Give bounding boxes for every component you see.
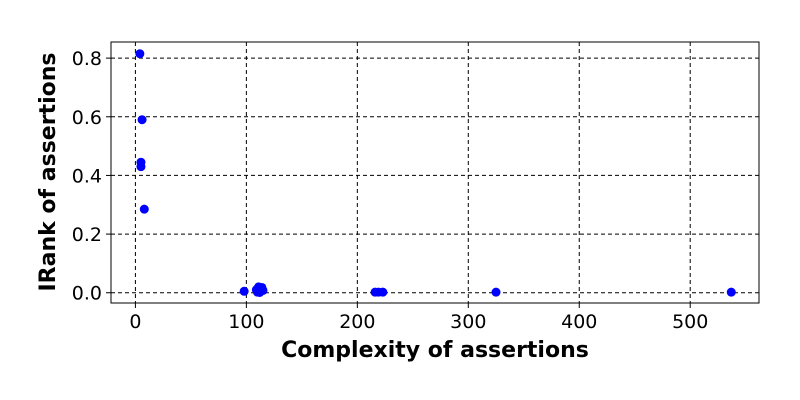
- x-tick-label: 200: [339, 311, 375, 333]
- x-tick-label: 0: [129, 311, 141, 333]
- ticks-layer: 0 100 200 300 400 500 0.0 0.2 0.4 0.6 0.8: [72, 48, 709, 333]
- y-tick-label: 0.2: [72, 224, 102, 246]
- y-tick-label: 0.6: [72, 107, 102, 129]
- plot-frame: [110, 41, 760, 304]
- scatter-point: [136, 162, 146, 172]
- scatter-point: [239, 286, 249, 296]
- points-layer: [135, 49, 736, 297]
- y-axis-title: IRank of assertions: [36, 52, 61, 291]
- scatter-point: [378, 287, 388, 297]
- y-tick-label: 0.4: [72, 165, 102, 187]
- y-tick-label: 0.0: [72, 283, 102, 305]
- scatter-point: [255, 287, 265, 297]
- scatter-point: [139, 204, 149, 214]
- x-tick-label: 100: [228, 311, 264, 333]
- scatter-point: [137, 115, 147, 125]
- x-tick-label: 300: [450, 311, 486, 333]
- scatter-point: [135, 49, 145, 59]
- x-axis-title: Complexity of assertions: [281, 338, 589, 363]
- grid-layer: [111, 42, 759, 303]
- x-tick-label: 500: [672, 311, 708, 333]
- scatter-point: [726, 287, 736, 297]
- scatter-point: [491, 287, 501, 297]
- y-tick-label: 0.8: [72, 48, 102, 70]
- x-tick-label: 400: [561, 311, 597, 333]
